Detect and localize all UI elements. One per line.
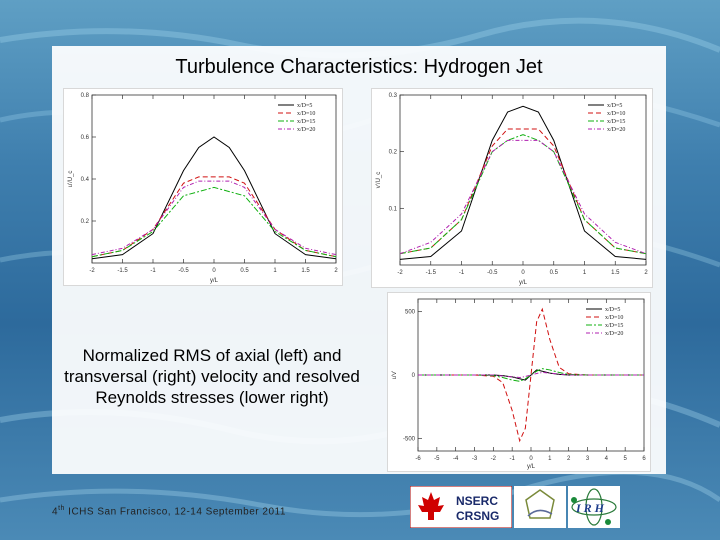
legend-label: x/D=5 bbox=[297, 103, 312, 109]
university-logo bbox=[514, 486, 566, 528]
plot-reynolds-stress: -6 -5 -4 -3 -2 -1 0 1 2 3 4 5 6 500 0 -500 y/L u'v' x/D=5 x… bbox=[387, 292, 651, 472]
x-tick-label: -0.5 bbox=[178, 268, 189, 274]
legend-label: x/D=10 bbox=[605, 315, 623, 321]
series-line-3 bbox=[418, 368, 644, 382]
x-tick-label: -1 bbox=[509, 456, 515, 462]
x-tick-label: 1.5 bbox=[301, 268, 310, 274]
maple-leaf-icon bbox=[418, 492, 444, 520]
x-tick-label: -6 bbox=[415, 456, 421, 462]
x-tick-label: -3 bbox=[472, 456, 478, 462]
x-axis-label: y/L bbox=[210, 278, 219, 284]
x-tick-label: 0.5 bbox=[550, 270, 559, 276]
series-line-4 bbox=[418, 371, 644, 379]
x-tick-label: 3 bbox=[586, 456, 590, 462]
x-tick-label: 1 bbox=[273, 268, 277, 274]
x-axis-label: y/L bbox=[527, 464, 536, 470]
y-tick-label: 0.8 bbox=[81, 93, 90, 99]
series-line-1 bbox=[399, 105, 647, 260]
x-tick-label: -1 bbox=[150, 268, 156, 274]
irh-text: I R H bbox=[575, 501, 605, 515]
x-tick-label: -1 bbox=[459, 270, 465, 276]
legend-label: x/D=10 bbox=[297, 111, 315, 117]
y-tick-label: -500 bbox=[403, 436, 416, 442]
crsng-text: CRSNG bbox=[456, 509, 499, 523]
x-tick-label: -2 bbox=[89, 268, 95, 274]
x-tick-label: 1.5 bbox=[611, 270, 620, 276]
y-axis-label: u'v' bbox=[392, 371, 398, 380]
legend-label: x/D=20 bbox=[297, 127, 315, 133]
legend-label: x/D=15 bbox=[605, 323, 623, 329]
y-axis-label: u'/U_c bbox=[68, 171, 74, 188]
y-tick-label: 0 bbox=[412, 373, 416, 379]
x-tick-label: -5 bbox=[434, 456, 440, 462]
nserc-text: NSERC bbox=[456, 494, 498, 508]
plot-frame bbox=[399, 94, 647, 266]
nserc-logo: NSERC CRSNG bbox=[410, 486, 512, 528]
slide-title: Turbulence Characteristics: Hydrogen Jet bbox=[175, 56, 543, 78]
y-axis-label: v'/U_c bbox=[376, 172, 382, 188]
x-tick-label: 1 bbox=[548, 456, 552, 462]
x-tick-label: 2 bbox=[334, 268, 338, 274]
legend-label: x/D=15 bbox=[607, 119, 625, 125]
x-axis-label: y/L bbox=[519, 280, 528, 286]
y-tick-label: 500 bbox=[405, 310, 416, 316]
y-tick-label: 0.6 bbox=[81, 135, 90, 141]
x-tick-label: 5 bbox=[623, 456, 627, 462]
y-tick-label: 0.3 bbox=[389, 93, 398, 99]
y-tick-label: 0.2 bbox=[389, 150, 398, 156]
x-tick-label: -2 bbox=[491, 456, 497, 462]
legend-label: x/D=5 bbox=[605, 307, 620, 313]
x-tick-label: 0.5 bbox=[240, 268, 249, 274]
y-tick-label: 0.4 bbox=[81, 177, 90, 183]
x-tick-label: -1.5 bbox=[117, 268, 128, 274]
irh-logo: I R H bbox=[568, 486, 620, 528]
series-line-4 bbox=[91, 180, 337, 256]
x-tick-label: 1 bbox=[583, 270, 587, 276]
series-line-4 bbox=[399, 139, 647, 255]
legend-label: x/D=10 bbox=[607, 111, 625, 117]
x-tick-label: 2 bbox=[567, 456, 571, 462]
legend-label: x/D=20 bbox=[607, 127, 625, 133]
series-line-2 bbox=[91, 176, 337, 258]
x-tick-label: 6 bbox=[642, 456, 646, 462]
x-tick-label: 0 bbox=[521, 270, 525, 276]
plot-transversal-rms: -2 -1.5 -1 -0.5 0 0.5 1 1.5 2 0.1 0.2 0.3 y/L v'/U_c x… bbox=[371, 88, 653, 288]
y-tick-label: 0.1 bbox=[389, 206, 398, 212]
x-tick-label: 2 bbox=[644, 270, 648, 276]
series-line-1 bbox=[91, 136, 337, 260]
series-line-3 bbox=[91, 186, 337, 258]
plot-axial-rms: -2 -1.5 -1 -0.5 0 0.5 1 1.5 2 0.2 0.4 0.6 0.8 y/L u'/U… bbox=[63, 88, 343, 286]
legend-label: x/D=5 bbox=[607, 103, 622, 109]
slide-caption: Normalized RMS of axial (left) and trans… bbox=[64, 346, 360, 407]
x-tick-label: -4 bbox=[453, 456, 459, 462]
legend-label: x/D=20 bbox=[605, 331, 623, 337]
y-tick-label: 0.2 bbox=[81, 219, 90, 225]
series-line-2 bbox=[399, 128, 647, 255]
x-tick-label: -0.5 bbox=[487, 270, 498, 276]
series-line-3 bbox=[399, 134, 647, 255]
x-tick-label: 4 bbox=[605, 456, 609, 462]
x-tick-label: 0 bbox=[212, 268, 216, 274]
footer-text: 4th ICHS San Francisco, 12-14 September … bbox=[52, 505, 286, 518]
x-tick-label: -1.5 bbox=[426, 270, 437, 276]
x-tick-label: 0 bbox=[529, 456, 533, 462]
legend-label: x/D=15 bbox=[297, 119, 315, 125]
x-tick-label: -2 bbox=[397, 270, 403, 276]
